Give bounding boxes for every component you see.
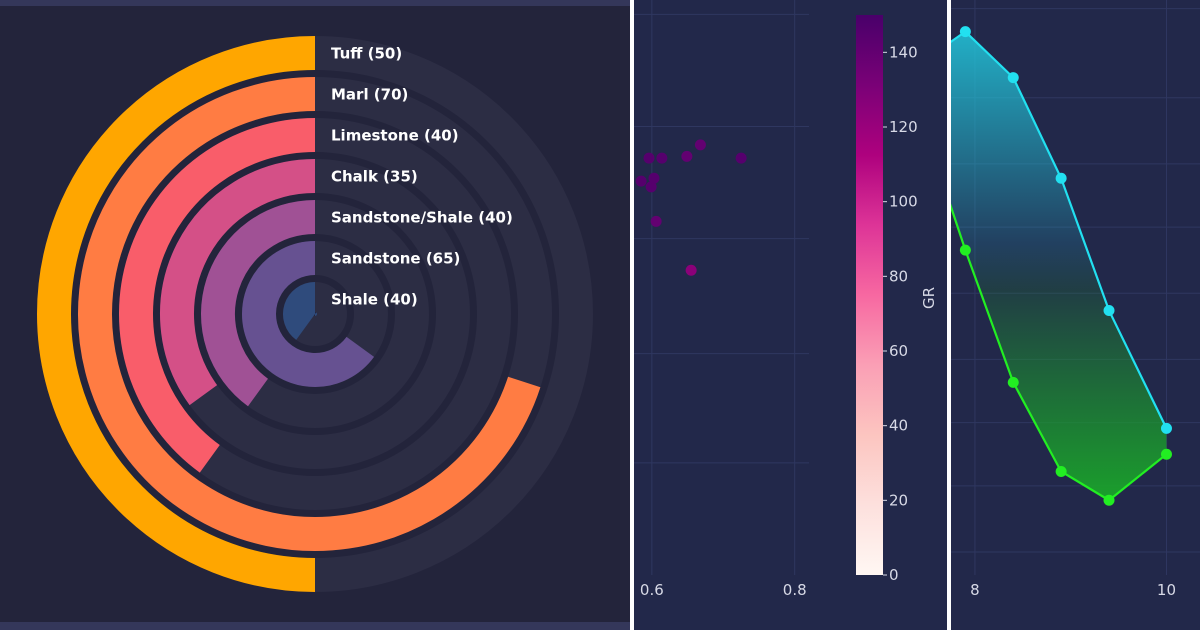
bar-label-shale: Shale (40): [331, 291, 418, 309]
bar-label-sandstone-shale: Sandstone/Shale (40): [331, 209, 513, 227]
scatter-point: [681, 150, 693, 162]
bar-label-marl: Marl (70): [331, 86, 408, 104]
x-tick-label: 10: [1157, 581, 1176, 599]
series-line-green: [951, 203, 1168, 502]
series-point-green: [1160, 448, 1172, 460]
colorbar-label: GR: [920, 287, 938, 309]
scatter-point: [694, 139, 706, 151]
well-log-chart-panel: 8 10: [951, 0, 1200, 630]
x-tick-label: 0.8: [783, 581, 807, 599]
series-point-cyan: [1055, 172, 1067, 184]
series-point-cyan: [1160, 422, 1172, 434]
fill-area-upper: [951, 31, 1167, 501]
colorbar-tick-label: 120: [889, 118, 918, 136]
bar-label-sandstone: Sandstone (65): [331, 250, 460, 268]
series-point-cyan: [1103, 305, 1115, 316]
scatter-chart: 0.6 0.8 0 20 40 60 80 100 120 140 GR: [634, 0, 938, 599]
x-tick-label: 0.6: [640, 581, 664, 599]
panel-top-strip: [0, 0, 630, 6]
radial-bar-marl: [78, 77, 541, 551]
colorbar-tick-label: 20: [889, 491, 908, 509]
radial-bar-limestone: [119, 118, 316, 473]
series-point-green: [959, 244, 971, 256]
radial-bar-chart-panel: Tuff (50) Marl (70) Limestone (40) Chalk (3…: [0, 0, 630, 630]
x-tick-label: 8: [970, 581, 980, 599]
scatter-point: [643, 152, 655, 164]
series-point-cyan: [959, 26, 971, 38]
bar-label-chalk: Chalk (35): [331, 168, 418, 186]
series-point-green: [1055, 466, 1067, 477]
colorbar-tick-label: 80: [889, 267, 908, 285]
colorbar-tick-label: 60: [889, 342, 908, 360]
radial-bar-tuff: [37, 36, 316, 592]
radial-bar-shale: [283, 282, 318, 340]
colorbar-tick-label: 100: [889, 193, 918, 211]
colorbar: [856, 15, 883, 575]
scatter-point: [656, 152, 668, 164]
colorbar-tick-label: 0: [889, 566, 899, 584]
series-line-cyan: [951, 30, 1168, 429]
colorbar-tick-label: 40: [889, 417, 908, 435]
scatter-point: [645, 181, 657, 193]
scatter-point: [635, 175, 647, 187]
series-point-green: [1103, 494, 1115, 506]
bar-label-limestone: Limestone (40): [331, 127, 459, 145]
series-point-green: [1007, 376, 1019, 388]
well-log-chart: 8 10: [951, 0, 1200, 599]
scatter-chart-panel: 0.6 0.8 0 20 40 60 80 100 120 140 GR: [634, 0, 947, 630]
panel-bottom-strip: [0, 622, 630, 630]
radial-bar-sandstone-shale: [201, 200, 316, 407]
scatter-point: [650, 215, 662, 227]
scatter-point: [685, 264, 697, 276]
scatter-point: [648, 172, 660, 184]
colorbar-tick-label: 140: [889, 43, 918, 61]
radial-bar-sandstone: [242, 241, 375, 387]
radial-bar-chalk: [160, 159, 316, 406]
series-point-cyan: [1007, 72, 1019, 84]
scatter-point: [735, 152, 747, 164]
bar-label-tuff: Tuff (50): [331, 45, 402, 63]
radial-bar-chart: Tuff (50) Marl (70) Limestone (40) Chalk (3…: [37, 36, 541, 592]
